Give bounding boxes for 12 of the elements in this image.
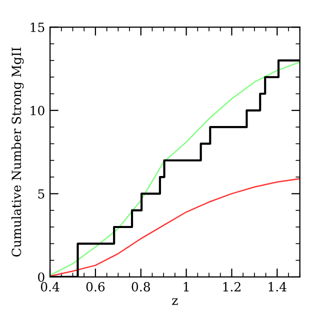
y-tick-label: 10 (30, 106, 44, 116)
x-tick-label: 1.2 (223, 282, 240, 292)
y-tick-label: 5 (38, 189, 44, 199)
x-tick-label: 0.8 (132, 282, 150, 292)
y-axis-title: Cumulative Number Strong MgII (11, 48, 24, 257)
y-tick-label: 0 (38, 272, 44, 282)
x-tick-label: 1 (184, 282, 188, 292)
x-tick-label: 0.6 (86, 282, 105, 292)
x-tick-label: 0.4 (40, 282, 60, 292)
x-tick-label: 1.4 (268, 282, 286, 292)
y-tick-label: 15 (30, 22, 44, 32)
x-axis-title: z (172, 298, 178, 305)
